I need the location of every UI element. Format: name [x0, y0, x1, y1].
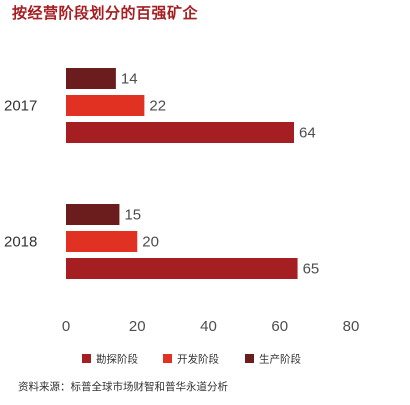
- legend-swatch-开发阶段: [163, 354, 172, 363]
- legend-swatch-生产阶段: [245, 354, 254, 363]
- legend: 勘探阶段 开发阶段 生产阶段: [82, 353, 301, 366]
- x-tick-0: 0: [62, 318, 70, 335]
- bars-layer: [66, 68, 298, 279]
- data-label-2017-开发阶段: 22: [149, 98, 166, 115]
- bar-2018-勘探阶段: [66, 258, 298, 279]
- x-tick-40: 40: [200, 318, 217, 335]
- x-tick-20: 20: [129, 318, 146, 335]
- data-label-2017-生产阶段: 14: [121, 71, 138, 88]
- data-label-2018-生产阶段: 15: [124, 207, 141, 224]
- data-label-2017-勘探阶段: 64: [299, 125, 316, 142]
- category-label-2017: 2017: [4, 98, 37, 115]
- bar-2018-开发阶段: [66, 231, 138, 252]
- category-label-2018: 2018: [4, 234, 37, 251]
- bar-2018-生产阶段: [66, 204, 120, 225]
- legend-label-开发阶段: 开发阶段: [177, 353, 219, 366]
- legend-label-勘探阶段: 勘探阶段: [96, 353, 138, 366]
- data-label-2018-勘探阶段: 65: [303, 261, 320, 278]
- x-tick-60: 60: [271, 318, 288, 335]
- bar-2017-生产阶段: [66, 68, 116, 89]
- legend-label-生产阶段: 生产阶段: [259, 353, 301, 366]
- bar-2017-勘探阶段: [66, 122, 294, 143]
- x-axis-ticks: 0 20 40 60 80: [62, 318, 360, 335]
- bar-2017-开发阶段: [66, 95, 145, 116]
- source-note: 资料来源：标普全球市场财智和普华永道分析: [18, 381, 228, 393]
- data-label-2018-开发阶段: 20: [142, 234, 159, 251]
- legend-swatch-勘探阶段: [82, 354, 91, 363]
- category-labels-layer: 2017 2018: [4, 98, 37, 251]
- x-tick-80: 80: [343, 318, 360, 335]
- chart-title: 按经营阶段划分的百强矿企: [12, 4, 199, 22]
